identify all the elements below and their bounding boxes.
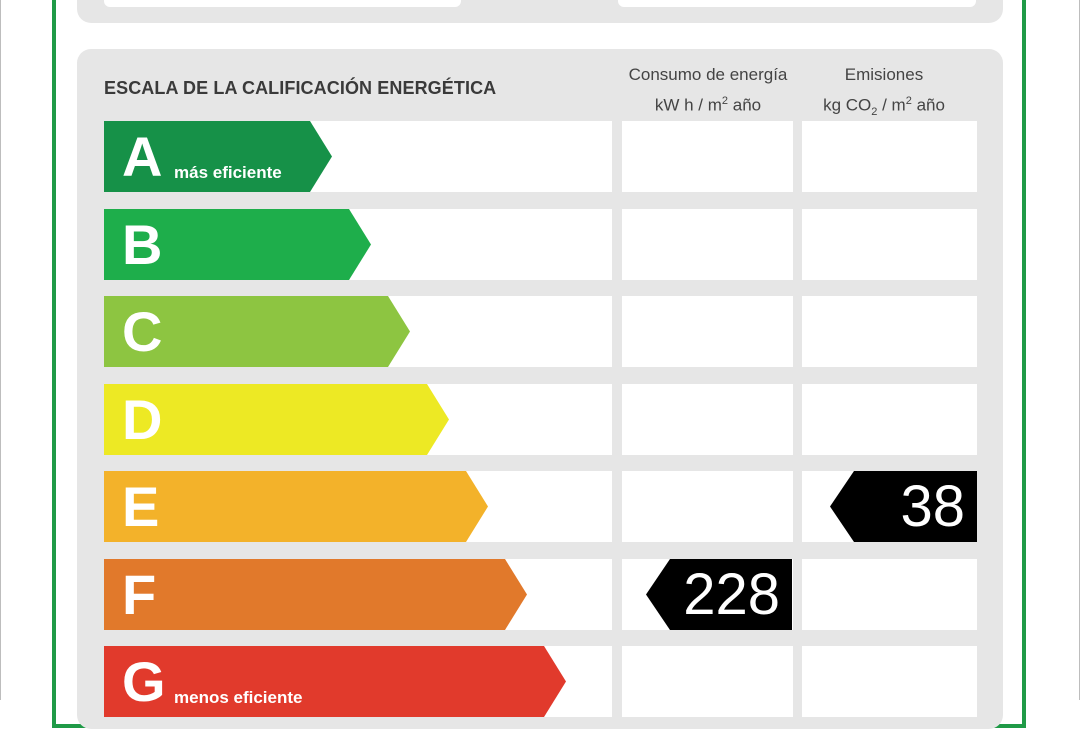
energy-header-line2: kW h / m2 año bbox=[608, 88, 808, 119]
rating-letter-f: F bbox=[122, 563, 157, 626]
rating-arrow-d: D bbox=[104, 384, 449, 455]
energy-cell-g bbox=[622, 646, 793, 717]
energy-column-header: Consumo de energía kW h / m2 año bbox=[608, 61, 808, 119]
energy-unit-sup: 2 bbox=[721, 95, 729, 107]
emissions-header-line1: Emisiones bbox=[844, 65, 924, 84]
emissions-unit-b: / m bbox=[877, 95, 906, 115]
emissions-badge-value: 38 bbox=[900, 474, 965, 539]
emissions-cell-a bbox=[802, 121, 977, 192]
rating-arrow-b: B bbox=[104, 209, 371, 280]
rating-arrow-f: F bbox=[104, 559, 527, 630]
emissions-header-line2: kg CO2 / m2 año bbox=[792, 88, 976, 126]
rating-arrow-shape-c bbox=[104, 296, 410, 367]
emissions-badge: 38 bbox=[830, 471, 977, 542]
emissions-unit-sup: 2 bbox=[905, 95, 912, 107]
rating-arrow-fill-c bbox=[104, 296, 410, 367]
emissions-unit-sub: 2 bbox=[871, 106, 878, 119]
rating-arrow-c: C bbox=[104, 296, 410, 367]
rating-arrow-shape-b bbox=[104, 209, 371, 280]
energy-header-line1: Consumo de energía bbox=[628, 65, 788, 84]
emissions-column-header: Emisiones kg CO2 / m2 año bbox=[792, 61, 976, 126]
rating-arrow-fill-b bbox=[104, 209, 371, 280]
rating-letter-e: E bbox=[122, 475, 160, 538]
energy-consumption-badge: 228 bbox=[646, 559, 792, 630]
emissions-cell-b bbox=[802, 209, 977, 280]
energy-consumption-badge-value: 228 bbox=[683, 562, 780, 627]
rating-arrow-shape-a bbox=[104, 121, 332, 192]
rating-letter-b: B bbox=[122, 213, 163, 276]
energy-cell-e bbox=[622, 471, 793, 542]
energy-unit-a: kW h / m bbox=[654, 95, 722, 115]
emissions-unit-a: kg CO bbox=[823, 95, 872, 115]
energy-consumption-badge-fill bbox=[646, 559, 792, 630]
rating-arrow-shape-f bbox=[104, 559, 527, 630]
rating-arrow-fill-f bbox=[104, 559, 527, 630]
rating-arrow-fill-d bbox=[104, 384, 449, 455]
rating-arrow-e: E bbox=[104, 471, 488, 542]
energy-cell-d bbox=[622, 384, 793, 455]
emissions-badge-fill bbox=[830, 471, 977, 542]
rating-arrow-fill-g bbox=[104, 646, 566, 717]
energy-cell-c bbox=[622, 296, 793, 367]
top-info-field-left bbox=[104, 0, 461, 7]
rating-letter-c: C bbox=[122, 300, 163, 363]
energy-cell-b bbox=[622, 209, 793, 280]
rating-letter-g: G bbox=[122, 650, 166, 713]
top-info-field-right bbox=[618, 0, 976, 7]
rating-caption-g: menos eficiente bbox=[174, 688, 303, 707]
rating-arrow-fill-a bbox=[104, 121, 332, 192]
emissions-cell-g bbox=[802, 646, 977, 717]
energy-consumption-badge-shape bbox=[646, 559, 792, 630]
energy-cell-a bbox=[622, 121, 793, 192]
energy-unit-b: año bbox=[728, 95, 762, 115]
emissions-badge-shape bbox=[830, 471, 977, 542]
emissions-unit-c: año bbox=[911, 95, 945, 115]
rating-arrow-shape-e bbox=[104, 471, 488, 542]
emissions-cell-d bbox=[802, 384, 977, 455]
rating-letter-a: A bbox=[122, 125, 163, 188]
rating-caption-a: más eficiente bbox=[174, 163, 282, 182]
scale-title: ESCALA DE LA CALIFICACIÓN ENERGÉTICA bbox=[104, 78, 497, 98]
emissions-cell-c bbox=[802, 296, 977, 367]
emissions-cell-f bbox=[802, 559, 977, 630]
rating-letter-d: D bbox=[122, 388, 163, 451]
rating-arrow-fill-e bbox=[104, 471, 488, 542]
rating-arrow-shape-d bbox=[104, 384, 449, 455]
rating-arrow-shape-g bbox=[104, 646, 566, 717]
